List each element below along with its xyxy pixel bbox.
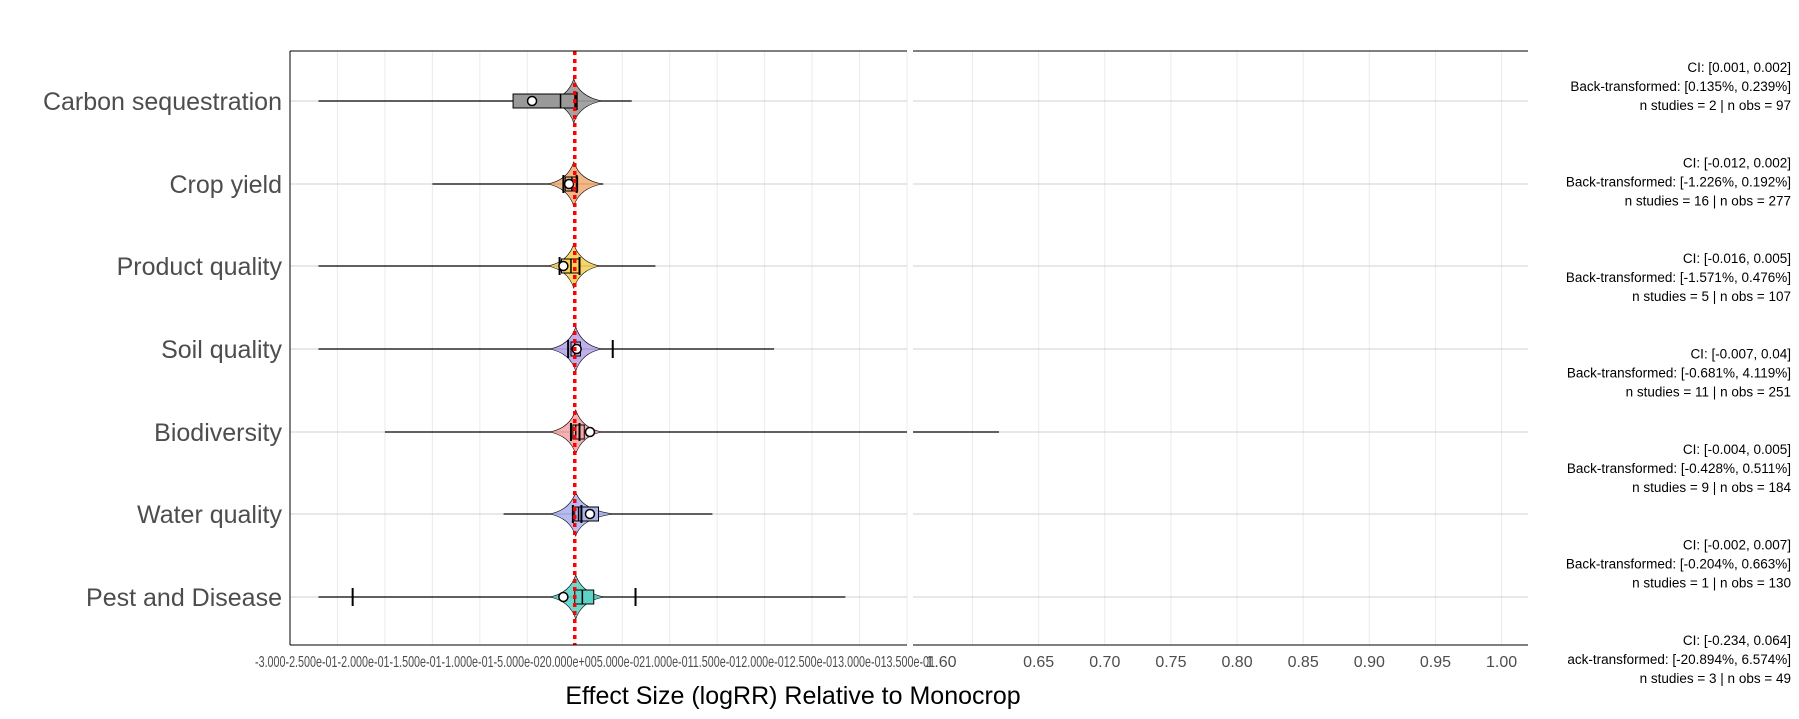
annotation-line: n studies = 2 | n obs = 97: [1640, 98, 1791, 113]
category-label: Carbon sequestration: [43, 88, 282, 116]
x-tick-labels: -3.000-2.500e-01-2.000e-01-1.500e-01-1.0…: [255, 654, 1517, 671]
category-label: Biodiversity: [154, 419, 282, 447]
annotation-line: CI: [-0.002, 0.007]: [1683, 538, 1791, 553]
annotation-line: CI: [-0.012, 0.002]: [1683, 156, 1791, 171]
annotation-line: Back-transformed: [-0.204%, 0.663%]: [1566, 557, 1791, 572]
annotation-line: Back-transformed: [-0.428%, 0.511%]: [1567, 461, 1791, 476]
mean-point: [526, 95, 538, 107]
x-tick-label: 0.95: [1420, 654, 1451, 671]
annotation-line: CI: [-0.016, 0.005]: [1683, 251, 1791, 266]
annotation-line: Back-transformed: [0.135%, 0.239%]: [1570, 79, 1791, 94]
category-label: Water quality: [137, 501, 282, 529]
x-axis-label: Effect Size (logRR) Relative to Monocrop: [565, 682, 1020, 710]
annotation-line: Back-transformed: [-1.571%, 0.476%]: [1566, 270, 1791, 285]
annotation-line: Back-transformed: [-1.226%, 0.192%]: [1566, 175, 1791, 190]
category-label: Product quality: [117, 253, 283, 281]
grid-layer: [290, 51, 1528, 645]
annotation-line: n studies = 9 | n obs = 184: [1632, 480, 1791, 495]
x-tick-label: 0.65: [1023, 654, 1054, 671]
box-layer: [351, 92, 637, 606]
annotation-line: CI: [-0.007, 0.04]: [1690, 347, 1791, 362]
category-label: Pest and Disease: [86, 584, 282, 612]
x-tick-labels-left: -3.000-2.500e-01-2.000e-01-1.500e-01-1.0…: [255, 654, 935, 671]
mean-point: [558, 591, 569, 603]
mean-point: [558, 260, 569, 272]
annotation-line: n studies = 16 | n obs = 277: [1625, 194, 1791, 209]
annotation-line: ack-transformed: [-20.894%, 6.574%]: [1567, 652, 1791, 667]
axis-layer: [289, 50, 1528, 646]
annotation-line: n studies = 11 | n obs = 251: [1626, 385, 1791, 400]
category-labels: Carbon sequestration Crop yield Product qu…: [43, 88, 283, 612]
x-tick-label: 1.00: [1486, 654, 1517, 671]
annotation-line: CI: [0.001, 0.002]: [1687, 60, 1791, 75]
annotation-line: Back-transformed: [-0.681%, 4.119%]: [1567, 366, 1791, 381]
annotations: CI: [0.001, 0.002] Back-transformed: [0.1…: [1566, 60, 1792, 686]
box-iqr: [574, 589, 595, 605]
x-tick-label: 0.90: [1354, 654, 1385, 671]
annotation-line: CI: [-0.004, 0.005]: [1683, 442, 1791, 457]
annotation-line: n studies = 5 | n obs = 107: [1632, 289, 1791, 304]
mean-point: [571, 343, 582, 355]
mean-point: [584, 508, 596, 520]
annotation-line: n studies = 3 | n obs = 49: [1640, 671, 1791, 686]
annotation-line: CI: [-0.234, 0.064]: [1683, 633, 1791, 648]
x-tick-label-first-right: 1.60: [925, 654, 956, 671]
mean-point: [584, 426, 596, 438]
mean-point: [563, 178, 575, 190]
x-tick-label: 0.85: [1288, 654, 1319, 671]
box-iqr: [512, 93, 576, 109]
x-tick-label: 0.80: [1221, 654, 1252, 671]
x-tick-label: 0.75: [1155, 654, 1186, 671]
category-label: Soil quality: [161, 336, 282, 364]
category-label: Crop yield: [169, 171, 282, 199]
annotation-line: n studies = 1 | n obs = 130: [1632, 576, 1791, 591]
x-tick-label: 0.70: [1089, 654, 1120, 671]
